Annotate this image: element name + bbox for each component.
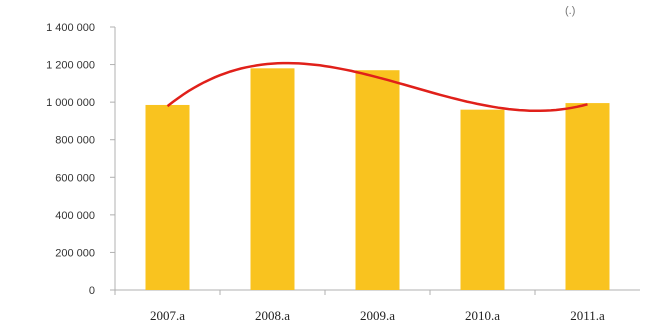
trend-line	[166, 61, 588, 113]
bar	[355, 70, 400, 290]
corner-note: (.)	[565, 5, 575, 17]
y-tick-label: 0	[89, 285, 95, 297]
y-tick-label: 200 000	[55, 247, 95, 259]
y-tick-label: 1 400 000	[46, 22, 95, 34]
x-tick-label: 2009.a	[360, 308, 395, 323]
bars-group	[145, 68, 610, 291]
bar	[145, 104, 190, 290]
bar	[565, 103, 610, 290]
x-tick-label: 2007.a	[150, 308, 185, 323]
x-tick-label: 2011.a	[570, 308, 605, 323]
x-axis-ticks: 2007.a 2008.a 2009.a 2010.a 2011.a	[114, 290, 605, 323]
x-tick-label: 2010.a	[465, 308, 500, 323]
y-tick-label: 400 000	[55, 210, 95, 222]
y-axis-ticks: 0 200 000 400 000 600 000 800 000 1 000 000 1 …	[46, 22, 116, 297]
y-tick-label: 800 000	[55, 135, 95, 147]
bar	[250, 68, 295, 290]
bar	[460, 109, 505, 291]
x-tick-label: 2008.a	[255, 308, 290, 323]
y-tick-label: 1 000 000	[46, 97, 95, 109]
y-tick-label: 1 200 000	[46, 60, 95, 72]
y-tick-label: 600 000	[55, 172, 95, 184]
